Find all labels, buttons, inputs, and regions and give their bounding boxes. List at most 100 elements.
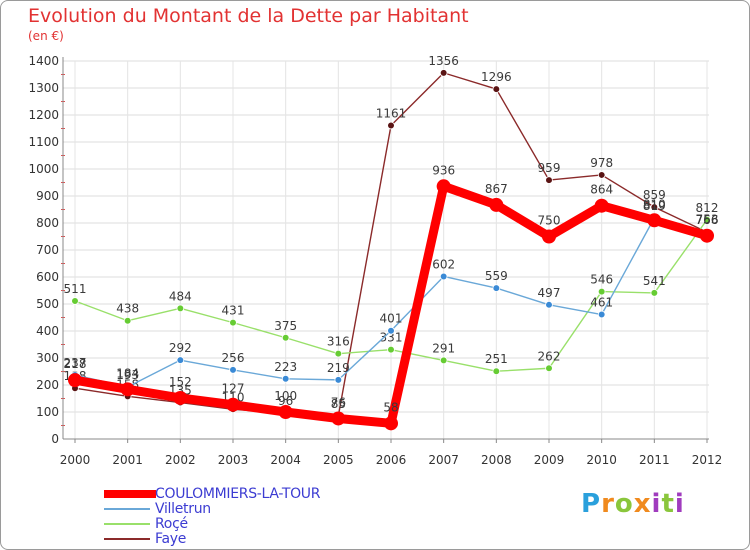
data-point (492, 85, 501, 93)
data-label: 484 (169, 289, 192, 303)
data-label: 262 (538, 349, 561, 363)
brand-logo: Proxiti (581, 489, 685, 519)
data-point (387, 345, 395, 354)
data-point (492, 367, 501, 376)
data-label: 766 (696, 213, 719, 227)
data-label: 1161 (376, 107, 407, 121)
data-point (439, 69, 448, 77)
legend-label: Villetrun (155, 501, 211, 517)
data-point (68, 373, 82, 388)
legend-label: Roçé (155, 516, 188, 532)
data-label: 256 (222, 351, 245, 365)
data-point (71, 297, 79, 305)
chart-title: Evolution du Montant de la Dette par Hab… (28, 5, 469, 27)
y-tick-label: 700 (36, 243, 59, 257)
chart-subtitle: (en €) (28, 29, 64, 43)
x-tick-label: 2002 (165, 453, 196, 467)
data-label: 193 (116, 368, 139, 382)
data-label: 859 (643, 188, 666, 202)
y-tick-label: 200 (36, 378, 59, 392)
data-label: 810 (643, 197, 666, 211)
data-point (387, 121, 395, 130)
data-label: 936 (432, 163, 455, 177)
data-point (545, 364, 553, 373)
data-point (597, 171, 606, 179)
data-point (384, 416, 398, 431)
y-tick-label: 800 (36, 216, 59, 230)
x-tick-label: 2006 (376, 453, 407, 467)
data-label: 219 (327, 361, 350, 375)
data-label: 223 (274, 360, 297, 374)
data-label: 127 (222, 382, 245, 396)
y-tick-label: 1400 (28, 54, 59, 68)
x-tick-label: 2005 (323, 453, 354, 467)
data-label: 602 (432, 257, 455, 271)
legend-swatch (104, 508, 150, 510)
data-label: 959 (538, 161, 561, 175)
x-tick-label: 2009 (534, 453, 565, 467)
data-point (229, 318, 237, 327)
data-point (229, 366, 237, 374)
data-point (703, 215, 711, 224)
data-label: 497 (538, 286, 561, 300)
legend-label: Faye (155, 531, 187, 547)
data-point (492, 284, 501, 292)
data-label: 559 (485, 269, 508, 283)
data-label: 461 (590, 296, 613, 310)
y-tick-label: 600 (36, 270, 59, 284)
data-label: 316 (327, 335, 350, 349)
data-label: 58 (383, 400, 398, 414)
data-label: 85 (331, 397, 346, 411)
data-point (173, 390, 188, 405)
data-label: 511 (64, 282, 87, 296)
x-tick-label: 2001 (112, 453, 143, 467)
data-point (281, 333, 290, 342)
data-label: 1296 (481, 70, 512, 84)
data-label: 291 (432, 341, 455, 355)
data-point (281, 374, 290, 383)
legend-label: COULOMMIERS-LA-TOUR (155, 486, 321, 502)
data-label: 76 (331, 395, 346, 409)
data-label: 819 (643, 199, 666, 213)
x-tick-label: 2011 (639, 453, 670, 467)
data-point (226, 397, 240, 412)
data-point (176, 304, 185, 313)
data-point (594, 198, 609, 213)
data-label: 867 (485, 182, 508, 196)
data-point (439, 356, 448, 365)
data-label: 152 (169, 375, 192, 389)
data-point (439, 272, 448, 281)
data-label: 218 (64, 357, 87, 371)
y-tick-label: 1200 (28, 108, 59, 122)
data-point (278, 405, 293, 419)
y-tick-label: 1100 (28, 135, 59, 149)
x-tick-label: 2004 (270, 453, 301, 467)
data-label: 864 (590, 183, 613, 197)
y-tick-label: 1300 (28, 81, 59, 95)
data-label: 401 (380, 312, 403, 326)
y-tick-label: 400 (36, 324, 59, 338)
data-label: 96 (278, 394, 293, 408)
data-label: 812 (696, 201, 719, 215)
data-point (123, 316, 132, 325)
y-tick-label: 100 (36, 405, 59, 419)
data-label: 1356 (428, 54, 459, 68)
data-point (489, 197, 504, 212)
data-label: 184 (116, 366, 139, 380)
y-tick-label: 0 (51, 432, 59, 446)
data-label: 541 (643, 274, 666, 288)
data-point (700, 228, 714, 243)
x-tick-label: 2008 (481, 453, 512, 467)
x-tick-label: 2010 (586, 453, 617, 467)
data-point (650, 289, 659, 297)
data-point (387, 326, 395, 335)
data-label: 753 (696, 213, 719, 227)
series-ro-: 511 438 484 431 375 316 331 291 251 262 546 541 812 (64, 201, 719, 376)
data-point (650, 203, 659, 211)
y-tick-label: 300 (36, 351, 59, 365)
data-label: 438 (116, 302, 139, 316)
data-point (120, 382, 135, 397)
legend-swatch (104, 490, 156, 498)
